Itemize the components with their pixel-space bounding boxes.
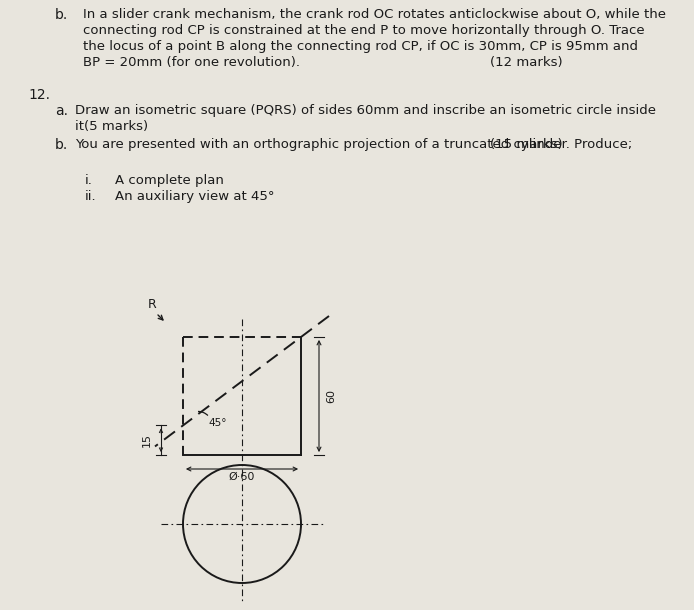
Text: You are presented with an orthographic projection of a truncated cylinder. Produ: You are presented with an orthographic p…	[75, 138, 632, 151]
Text: A complete plan: A complete plan	[115, 174, 224, 187]
Text: connecting rod CP is constrained at the end P to move horizontally through O. Tr: connecting rod CP is constrained at the …	[83, 24, 645, 37]
Text: Ø·60: Ø·60	[229, 472, 255, 482]
Text: (12 marks): (12 marks)	[490, 56, 563, 69]
Text: (15 marks): (15 marks)	[490, 138, 563, 151]
Text: ii.: ii.	[85, 190, 96, 203]
Text: a.: a.	[55, 104, 68, 118]
Text: b.: b.	[55, 138, 68, 152]
Text: 60: 60	[326, 389, 336, 403]
Text: b.: b.	[55, 8, 68, 22]
Text: 12.: 12.	[28, 88, 50, 102]
Text: R: R	[148, 298, 156, 312]
Text: i.: i.	[85, 174, 93, 187]
Text: the locus of a point B along the connecting rod CP, if OC is 30mm, CP is 95mm an: the locus of a point B along the connect…	[83, 40, 638, 53]
Text: it(5 marks): it(5 marks)	[75, 120, 148, 133]
Text: BP = 20mm (for one revolution).: BP = 20mm (for one revolution).	[83, 56, 300, 69]
Text: Draw an isometric square (PQRS) of sides 60mm and inscribe an isometric circle i: Draw an isometric square (PQRS) of sides…	[75, 104, 656, 117]
Text: 45°: 45°	[208, 418, 226, 428]
Text: 15: 15	[142, 433, 152, 447]
Text: An auxiliary view at 45°: An auxiliary view at 45°	[115, 190, 275, 203]
Text: In a slider crank mechanism, the crank rod OC rotates anticlockwise about O, whi: In a slider crank mechanism, the crank r…	[83, 8, 666, 21]
